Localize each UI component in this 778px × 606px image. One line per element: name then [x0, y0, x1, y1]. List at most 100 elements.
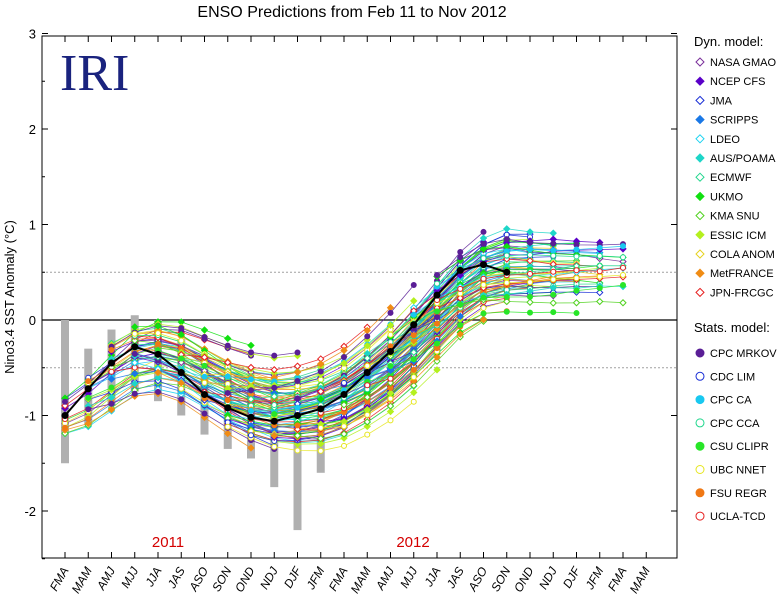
observed-point-10 [294, 412, 301, 419]
plume-point-2-3-1 [131, 369, 139, 378]
legend-marker-10 [695, 249, 705, 259]
legend-marker-7 [695, 191, 705, 202]
plume-point-1-13-4 [178, 396, 185, 403]
plume-point-0-11-1 [84, 419, 92, 428]
legend-label: AUS/POAMA [710, 153, 776, 165]
chart-title: ENSO Predictions from Feb 11 to Nov 2012 [197, 4, 506, 21]
plume-point-0-19-0 [62, 424, 68, 431]
legend-marker-stat-0 [695, 348, 705, 358]
x-tick-label: JAS [164, 565, 188, 592]
plume-point-16-17-0 [434, 308, 440, 315]
plume-point-1-13-5 [201, 410, 208, 417]
plume-point-14-3-0 [386, 366, 395, 375]
plume-point-16-18-7 [596, 273, 603, 280]
plume-point-14-17-0 [387, 362, 394, 369]
plume-point-11-18-0 [317, 424, 324, 431]
plume-point-2-13-3 [178, 325, 185, 332]
plume-point-14-17-5 [503, 308, 510, 315]
plume-point-3-7-1 [154, 322, 162, 330]
plume-point-12-8-1 [363, 393, 371, 401]
observed-point-9 [270, 417, 278, 425]
legend-marker-stat-3 [695, 418, 705, 428]
plume-point-16-16-5 [550, 252, 557, 259]
observed-point-14 [387, 348, 394, 356]
plume-point-16-17-4 [527, 293, 533, 300]
plume-point-14-17-6 [527, 309, 533, 316]
plume-point-16-13-2 [480, 240, 487, 247]
plume-point-7-13-5 [341, 354, 347, 361]
observed-point-5 [177, 369, 185, 377]
plume-point-13-18-0 [364, 362, 371, 369]
plume-point-16-8-4 [526, 298, 534, 306]
plume-point-10-8-1 [317, 434, 325, 443]
plume-point-16-20-5 [550, 268, 557, 275]
plume-point-12-14-0 [341, 379, 347, 386]
plume-point-14-17-7 [550, 309, 557, 316]
plume-point-9-11-0 [270, 432, 278, 440]
legend-marker-0 [695, 57, 705, 67]
observed-series [61, 261, 511, 425]
plume-point-2-20-0 [108, 368, 115, 375]
plume-point-16-15-6 [573, 246, 580, 253]
plume-point-11-12-0 [317, 387, 325, 396]
plume-point-6-11-6 [340, 346, 348, 355]
plume-point-16-18-8 [620, 272, 626, 279]
plume-point-2-13-6 [248, 349, 254, 356]
plume-point-1-17-0 [85, 394, 92, 401]
plume-point-16-13-4 [527, 239, 533, 246]
plume-point-10-8-4 [386, 402, 395, 410]
legend-marker-stat-5 [695, 465, 705, 474]
plume-point-3-18-1 [155, 330, 161, 337]
plume-point-10-19-0 [294, 422, 301, 429]
plume-point-16-13-5 [550, 240, 557, 247]
plume-point-11-18-3 [387, 395, 394, 402]
observed-point-17 [456, 266, 464, 274]
legend-marker-stat-2 [695, 395, 705, 405]
x-tick-label: MAM [69, 565, 95, 596]
plume-point-14-18-0 [387, 331, 394, 338]
x-tick-label: MJJ [397, 564, 421, 591]
plume-point-10-13-0 [294, 395, 301, 402]
plume-point-2-13-8 [294, 349, 301, 356]
legend-label: KMA SNU [710, 211, 760, 223]
plume-point-8-14-0 [248, 432, 254, 439]
plume-point-6-15-0 [201, 373, 208, 380]
plume-point-16-16-2 [480, 255, 487, 262]
plume-point-16-18-3 [503, 279, 510, 286]
plume-point-0-7-7 [224, 334, 232, 343]
plume-point-16-18-4 [527, 279, 533, 286]
plume-point-2-19-0 [108, 347, 115, 354]
legend-marker-12 [695, 287, 705, 298]
x-tick-label: NDJ [257, 564, 281, 592]
plume-point-7-13-2 [271, 384, 278, 391]
legend-label: ESSIC ICM [710, 230, 766, 242]
plume-point-13-6-0 [363, 354, 371, 362]
plume-point-1-5-3 [154, 374, 162, 382]
y-tick-label: 2 [29, 122, 36, 137]
plume-point-7-18-0 [224, 423, 231, 430]
plume-point-7-13-1 [248, 387, 254, 394]
plume-point-10-8-5 [410, 381, 418, 390]
plume-point-5-17-0 [178, 355, 185, 362]
legend-label: NCEP CFS [710, 76, 765, 88]
plume-point-10-8-0 [293, 431, 302, 440]
plume-point-1-13-0 [85, 406, 92, 413]
x-tick-label: MAM [348, 565, 374, 596]
legend-marker-stat-1 [695, 371, 705, 381]
plume-point-15-11-0 [410, 337, 418, 345]
observed-point-0 [61, 412, 69, 419]
observed-point-7 [224, 404, 232, 412]
plume-point-15-19-0 [410, 332, 417, 339]
plume-14-csu-clipr [387, 308, 580, 369]
observed-point-1 [84, 385, 92, 393]
plume-point-16-18-6 [573, 275, 580, 282]
plume-point-0-7-8 [247, 341, 255, 350]
plume-point-8-9-6 [386, 407, 395, 416]
plume-point-16-16-3 [503, 252, 510, 259]
plume-point-7-13-0 [224, 389, 231, 396]
plume-point-16-8-8 [619, 299, 627, 307]
plume-point-14-3-3 [456, 312, 464, 320]
x-tick-label: JFM [582, 564, 606, 592]
plume-7-cpc-mrkov [224, 282, 417, 396]
